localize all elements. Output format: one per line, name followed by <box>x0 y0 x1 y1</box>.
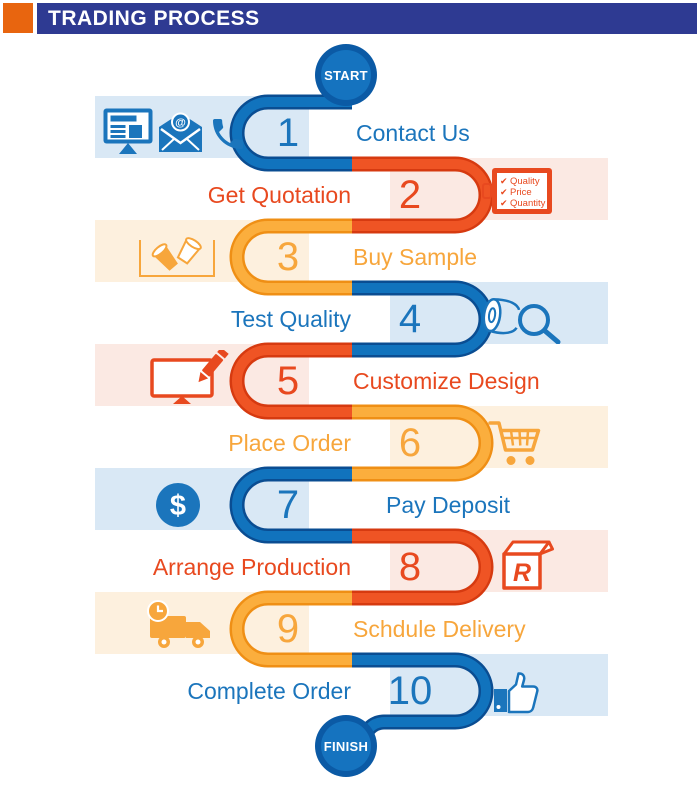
svg-text:✔: ✔ <box>500 177 508 187</box>
dollar-icon: $ <box>156 483 200 527</box>
svg-text:R: R <box>513 559 531 587</box>
delivery-truck-icon <box>147 600 210 648</box>
phone-icon <box>213 119 243 149</box>
step-label-8: Arrange Production <box>152 554 351 580</box>
svg-text:Price: Price <box>510 187 532 198</box>
start-label: START <box>324 68 368 83</box>
step-number-6: 6 <box>398 421 422 465</box>
step-number-8: 8 <box>398 545 422 589</box>
svg-text:✔: ✔ <box>500 199 508 209</box>
svg-text:Quantity: Quantity <box>510 198 546 209</box>
svg-text:✔: ✔ <box>500 188 508 198</box>
step-number-1: 1 <box>276 111 300 155</box>
svg-text:Quality: Quality <box>510 176 540 187</box>
path-segment-6 <box>352 404 494 482</box>
finish-label: FINISH <box>323 739 369 754</box>
path-segment-9 <box>229 590 352 668</box>
path-segment-5 <box>229 342 352 420</box>
step-label-7: Pay Deposit <box>386 492 511 518</box>
step-number-9: 9 <box>276 607 300 651</box>
start-node <box>315 44 377 106</box>
step-label-6: Place Order <box>228 430 351 456</box>
path-segment-8 <box>352 528 494 606</box>
path-segment-2 <box>352 156 494 234</box>
path-segment-7 <box>229 466 352 544</box>
finish-node <box>315 715 377 777</box>
svg-text:@: @ <box>175 117 186 129</box>
fabric-magnifier-icon <box>482 298 561 344</box>
thumbs-up-icon <box>494 672 539 714</box>
shopping-cart-icon <box>488 421 541 465</box>
path-segment-10 <box>352 652 494 743</box>
step-number-10: 10 <box>387 669 433 713</box>
quotation-checklist-icon: ✔ Quality ✔ Price ✔ Quantity <box>482 168 552 214</box>
step-number-3: 3 <box>276 235 300 279</box>
svg-text:$: $ <box>170 490 186 522</box>
sample-box-icon <box>139 237 215 277</box>
step-label-3: Buy Sample <box>353 244 478 270</box>
header-accent-square <box>3 3 33 33</box>
step-label-1: Contact Us <box>356 120 470 146</box>
step-label-2: Get Quotation <box>207 182 351 208</box>
step-number-2: 2 <box>398 173 422 217</box>
step-number-7: 7 <box>276 483 300 527</box>
page-title: TRADING PROCESS <box>48 7 260 30</box>
path-segment-1 <box>229 94 352 172</box>
step-number-5: 5 <box>276 359 300 403</box>
header-bar: TRADING PROCESS <box>37 3 697 34</box>
monitor-icon <box>103 108 153 154</box>
step-label-5: Customize Design <box>353 368 540 394</box>
step-label-9: Schdule Delivery <box>353 616 526 642</box>
design-monitor-icon <box>150 350 229 404</box>
step-label-10: Complete Order <box>187 678 351 704</box>
step-label-4: Test Quality <box>230 306 351 332</box>
production-box-icon: R <box>502 540 554 590</box>
step-number-4: 4 <box>398 297 422 341</box>
path-segment-3 <box>229 218 352 296</box>
email-icon: @ <box>159 112 202 152</box>
